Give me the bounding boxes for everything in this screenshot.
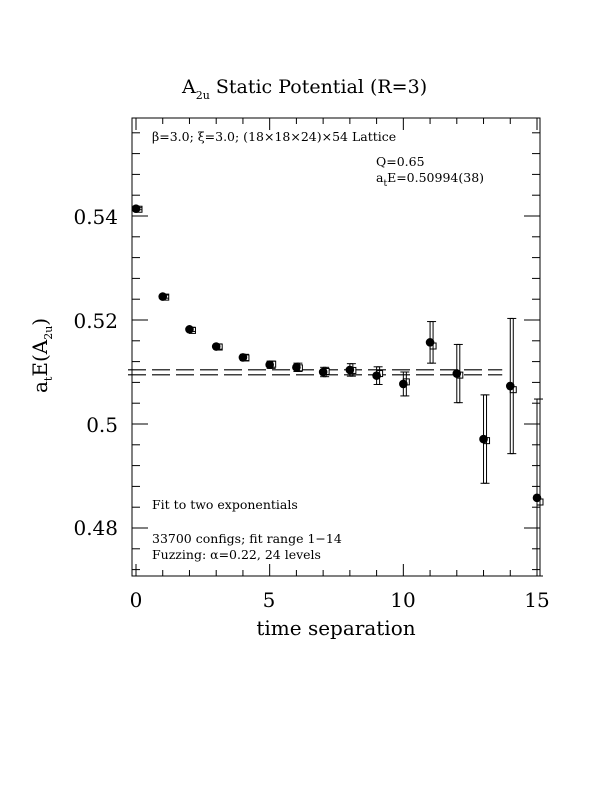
filled-circle-point xyxy=(211,342,221,351)
y-label-end: ) xyxy=(28,318,52,326)
fuzzing-note: Fuzzing: α=0.22, 24 levels xyxy=(152,547,321,562)
data-marks xyxy=(131,204,544,577)
fit-band xyxy=(128,369,503,376)
filled-circle-point xyxy=(452,369,462,378)
x-tick-label-5: 5 xyxy=(263,588,276,612)
chart-title: A2u Static Potential (R=3) xyxy=(181,76,427,102)
configs-note: 33700 configs; fit range 1−14 xyxy=(152,531,342,546)
x-tick-label-0: 0 xyxy=(130,588,143,612)
y-label-mid: E(A xyxy=(28,339,52,376)
y-label-t-sub: t xyxy=(42,376,55,381)
plot-frame xyxy=(131,117,541,577)
y-label-2u-sub: 2u xyxy=(42,326,55,340)
filled-circle-point xyxy=(185,325,194,334)
title-subscript: 2u xyxy=(196,89,210,102)
title-rest: Static Potential (R=3) xyxy=(210,76,427,98)
filled-circle-point xyxy=(292,363,301,372)
filled-circle-point xyxy=(131,204,141,214)
y-tick-label-052: 0.52 xyxy=(73,309,118,333)
lattice-label: β=3.0; ξ=3.0; (18×18×24)×54 Lattice xyxy=(152,129,396,144)
filled-circle-point xyxy=(345,365,355,375)
y-tick-label-054: 0.54 xyxy=(73,205,118,229)
x-tick-label-10: 10 xyxy=(390,588,415,612)
filled-circle-point xyxy=(479,434,488,444)
filled-circle-point xyxy=(238,353,248,362)
fit-energy-value: atE=0.50994(38) xyxy=(376,170,484,189)
filled-circle-point xyxy=(265,360,274,370)
fit-type-note: Fit to two exponentials xyxy=(152,497,298,512)
y-tick-label-048: 0.48 xyxy=(73,516,118,540)
fit-q-value: Q=0.65 xyxy=(376,154,425,169)
fit-energy-a: a xyxy=(376,170,384,185)
filled-circle-point xyxy=(505,381,515,391)
filled-circle-point xyxy=(532,493,542,503)
filled-circle-point xyxy=(425,338,435,347)
fit-energy-t-sub: t xyxy=(383,179,387,189)
y-tick-label-050: 0.5 xyxy=(86,413,118,437)
x-axis-label: time separation xyxy=(256,616,415,640)
filled-circle-point xyxy=(372,371,381,380)
filled-circle-point xyxy=(158,292,168,301)
axis-ticks xyxy=(132,118,540,576)
filled-circle-point xyxy=(318,367,328,377)
title-main: A xyxy=(181,76,196,98)
fit-energy-rest: E=0.50994(38) xyxy=(387,170,484,185)
y-axis-label: atE(A2u) xyxy=(28,318,55,393)
y-label-a: a xyxy=(28,381,52,393)
x-tick-label-15: 15 xyxy=(524,588,549,612)
filled-circle-point xyxy=(399,379,408,389)
